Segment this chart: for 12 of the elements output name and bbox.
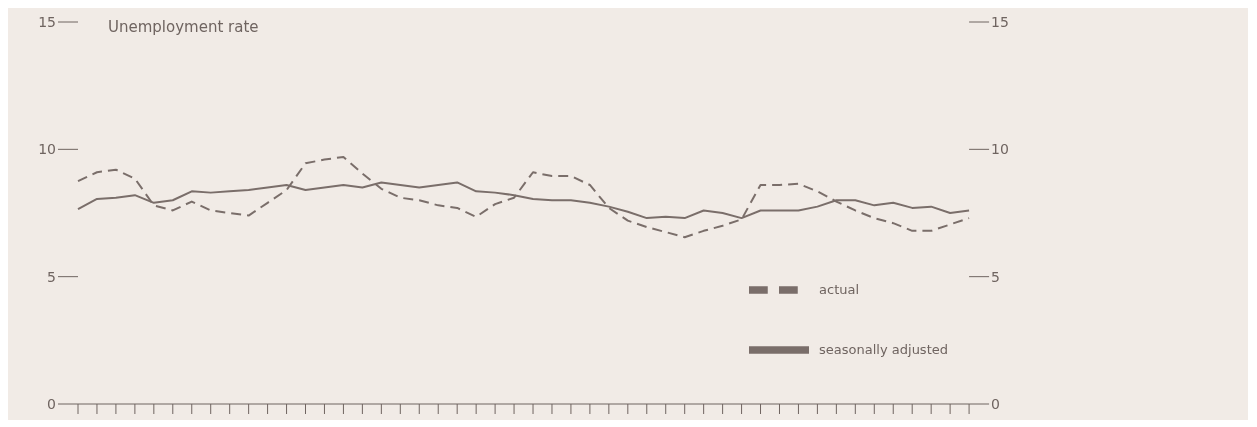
y-tick-label: 0 — [47, 395, 56, 412]
chart-title: Unemployment rate — [108, 18, 259, 36]
y2-tick-label: 0 — [991, 395, 1000, 412]
legend-label: seasonally adjusted — [819, 341, 948, 357]
y2-tick-label: 15 — [991, 13, 1009, 30]
y-tick-label: 10 — [38, 141, 56, 158]
legend-label: actual — [819, 281, 860, 297]
y-tick-label: 15 — [38, 13, 56, 30]
y2-tick-label: 10 — [991, 141, 1009, 158]
y-tick-label: 5 — [47, 268, 56, 285]
line-series — [77, 155, 971, 239]
y2-tick-label: 5 — [991, 268, 1000, 285]
